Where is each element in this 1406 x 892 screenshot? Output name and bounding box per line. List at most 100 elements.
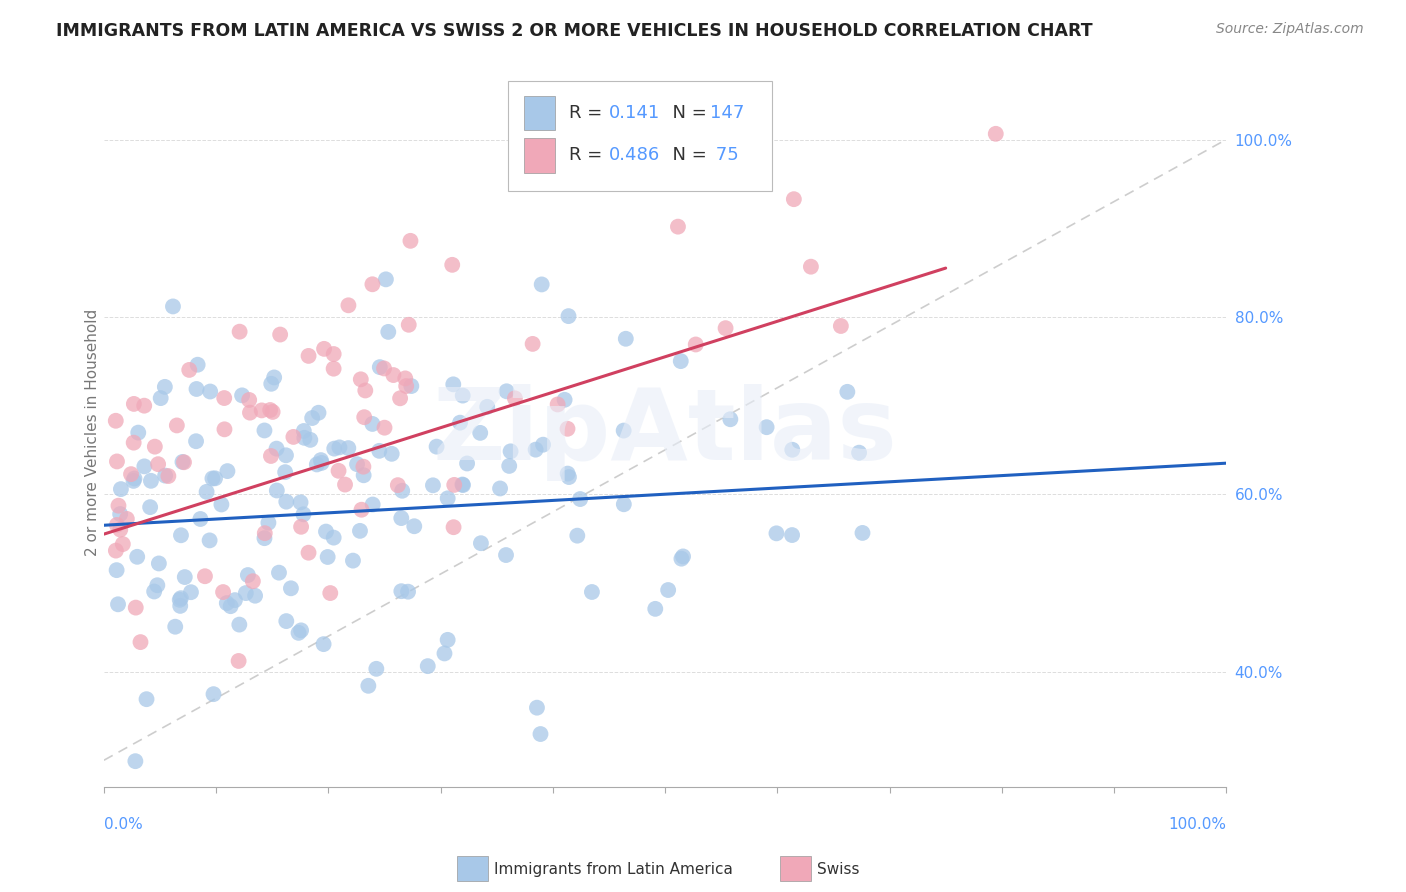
Point <box>124 754 146 768</box>
Point <box>669 354 692 368</box>
Point <box>274 465 297 479</box>
Point <box>148 557 170 571</box>
Text: 75: 75 <box>710 146 738 164</box>
Point <box>361 277 384 292</box>
Point <box>149 391 172 405</box>
Point <box>837 384 859 399</box>
Point <box>169 599 191 613</box>
Point <box>672 549 695 564</box>
Point <box>547 397 569 411</box>
Point <box>290 624 312 638</box>
Point <box>224 593 246 607</box>
Point <box>316 549 339 564</box>
Point <box>451 477 474 491</box>
Point <box>166 418 188 433</box>
Point <box>243 589 266 603</box>
Point <box>361 417 384 431</box>
Point <box>115 512 138 526</box>
Point <box>557 422 579 436</box>
Point <box>373 361 395 376</box>
Point <box>354 384 377 398</box>
Point <box>266 442 288 456</box>
Point <box>529 727 551 741</box>
Point <box>209 498 232 512</box>
Point <box>391 483 413 498</box>
Point <box>134 399 156 413</box>
Point <box>783 192 806 206</box>
Point <box>443 520 465 534</box>
Point <box>305 458 328 472</box>
Point <box>283 430 305 444</box>
Point <box>381 447 404 461</box>
Point <box>685 337 707 351</box>
Text: Swiss: Swiss <box>817 863 859 877</box>
Point <box>495 548 517 562</box>
Y-axis label: 2 or more Vehicles in Household: 2 or more Vehicles in Household <box>86 309 100 556</box>
Point <box>214 422 236 436</box>
Point <box>107 597 129 611</box>
Text: ZipAtlas: ZipAtlas <box>433 384 897 481</box>
Point <box>250 403 273 417</box>
Text: N =: N = <box>661 103 711 122</box>
Point <box>228 325 250 339</box>
Point <box>135 692 157 706</box>
Point <box>399 234 422 248</box>
Point <box>558 470 581 484</box>
Point <box>280 582 302 596</box>
Point <box>503 392 526 406</box>
Point <box>194 569 217 583</box>
Point <box>308 406 330 420</box>
Point <box>782 442 804 457</box>
Point <box>851 525 873 540</box>
Point <box>433 647 456 661</box>
Point <box>143 440 166 454</box>
Point <box>830 318 852 333</box>
Point <box>105 518 128 533</box>
Point <box>146 578 169 592</box>
Point <box>350 372 373 386</box>
Point <box>301 411 323 425</box>
Point <box>238 392 260 407</box>
Point <box>173 570 195 584</box>
Point <box>436 491 458 506</box>
Point <box>104 414 127 428</box>
Point <box>353 410 375 425</box>
Point <box>337 441 360 455</box>
Point <box>449 416 471 430</box>
Point <box>198 533 221 548</box>
Text: R =: R = <box>568 103 607 122</box>
Point <box>127 425 149 440</box>
Point <box>323 442 346 456</box>
Point <box>495 384 517 399</box>
Point <box>195 484 218 499</box>
Point <box>267 566 290 580</box>
Point <box>765 526 787 541</box>
FancyBboxPatch shape <box>508 81 772 191</box>
Point <box>120 467 142 482</box>
Point <box>557 309 579 323</box>
Point <box>498 458 520 473</box>
Point <box>107 499 129 513</box>
Point <box>404 519 426 533</box>
Point <box>257 516 280 530</box>
Point <box>349 524 371 538</box>
Point <box>228 617 250 632</box>
Point <box>139 474 162 488</box>
Point <box>613 424 636 438</box>
Point <box>122 474 145 488</box>
Point <box>613 497 636 511</box>
Point <box>526 700 548 714</box>
Point <box>180 585 202 599</box>
Point <box>780 528 803 542</box>
Point <box>436 632 458 647</box>
Point <box>287 625 309 640</box>
Point <box>104 543 127 558</box>
Point <box>239 406 262 420</box>
Point <box>357 679 380 693</box>
Point <box>269 327 291 342</box>
Point <box>522 337 544 351</box>
Point <box>105 454 128 468</box>
Point <box>134 459 156 474</box>
Point <box>644 602 666 616</box>
Point <box>394 371 416 385</box>
